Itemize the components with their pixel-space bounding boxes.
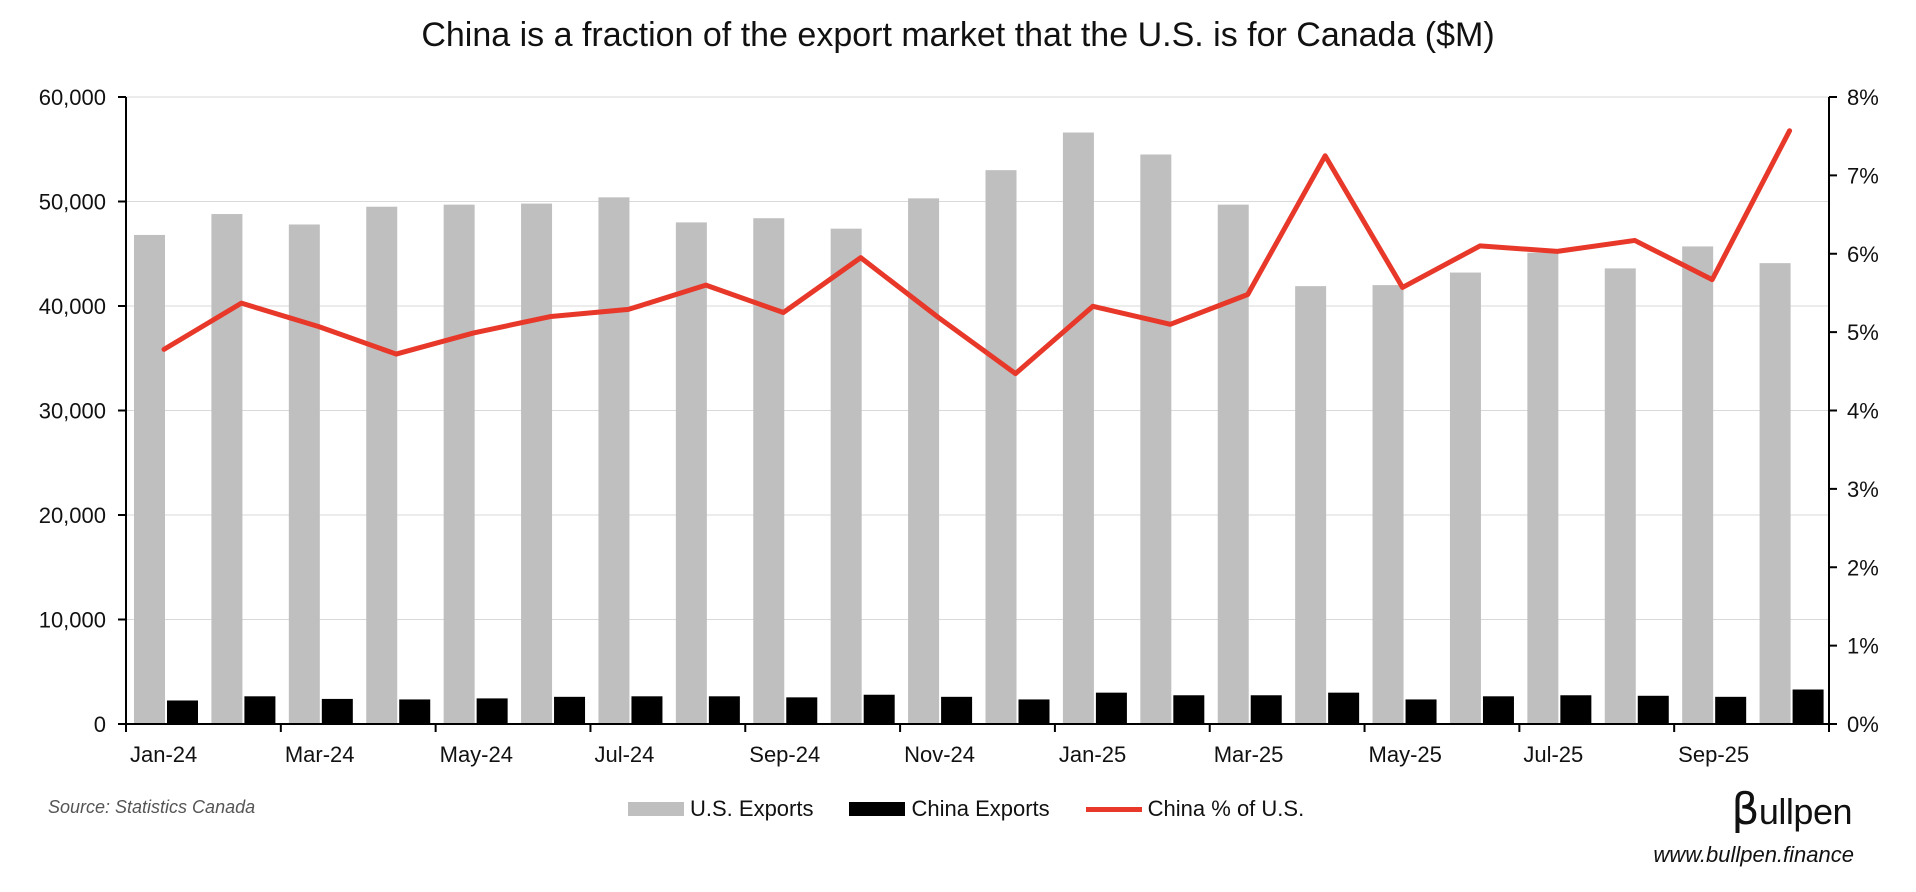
bar-us-exports xyxy=(211,214,243,725)
chart-title: China is a fraction of the export market… xyxy=(421,16,1495,54)
bar-us-exports xyxy=(1140,154,1172,725)
y-right-tick-label: 7% xyxy=(1847,163,1879,188)
brand-url: www.bullpen.finance xyxy=(1653,842,1854,867)
legend-label-us-exports: U.S. Exports xyxy=(690,796,814,821)
legend-item-china-exports: China Exports xyxy=(849,796,1050,822)
bar-china-exports xyxy=(1482,696,1514,724)
y-left-tick-label: 10,000 xyxy=(39,608,106,633)
bar-us-exports xyxy=(1449,272,1481,724)
legend-item-us-exports: U.S. Exports xyxy=(628,796,813,822)
bar-china-exports xyxy=(941,696,973,724)
legend-swatch-china-pct xyxy=(1085,806,1142,812)
axes: 0 10,000 20,000 30,000 40,000 50,000 60,000 0% 1… xyxy=(39,85,1879,767)
bar-china-exports xyxy=(244,696,276,724)
bar-us-exports xyxy=(675,222,707,724)
y-left-tick-label: 20,000 xyxy=(39,503,106,528)
bar-us-exports xyxy=(134,234,165,724)
bar-china-exports xyxy=(321,698,353,724)
legend: U.S. Exports China Exports China % of U.… xyxy=(628,796,1340,822)
y-right-tick-label: 5% xyxy=(1847,320,1879,345)
bar-us-exports xyxy=(1604,268,1636,724)
ratio-line-layer xyxy=(161,128,1793,377)
bar-china-exports xyxy=(1637,695,1669,724)
bar-china-exports xyxy=(786,697,818,724)
bar-us-exports xyxy=(985,170,1017,724)
bar-us-exports xyxy=(1759,263,1791,724)
legend-item-china-pct: China % of U.S. xyxy=(1085,796,1305,822)
bar-us-exports xyxy=(1527,252,1559,724)
y-left-tick-label: 30,000 xyxy=(39,399,106,424)
x-tick-label: Mar-25 xyxy=(1214,742,1284,767)
legend-swatch-us-exports xyxy=(628,802,684,816)
bar-us-exports xyxy=(288,224,320,725)
bar-china-exports xyxy=(1095,692,1127,724)
bar-china-exports xyxy=(476,698,508,724)
bar-china-exports xyxy=(863,694,895,724)
legend-label-china-exports: China Exports xyxy=(911,796,1050,821)
bar-us-exports xyxy=(1372,285,1404,724)
bar-china-exports xyxy=(1405,699,1437,724)
legend-swatch-china-exports xyxy=(849,802,906,816)
x-tick-label: Jul-25 xyxy=(1523,742,1583,767)
y-right-tick-label: 8% xyxy=(1847,85,1879,110)
bar-us-exports xyxy=(1062,132,1094,724)
bar-china-exports xyxy=(1250,695,1282,724)
x-tick-label: Sep-24 xyxy=(749,742,820,767)
x-tick-label: Nov-24 xyxy=(904,742,975,767)
y-right-tick-label: 1% xyxy=(1847,634,1879,659)
bars xyxy=(134,132,1824,725)
legend-label-china-pct: China % of U.S. xyxy=(1147,796,1305,821)
x-tick-label: May-25 xyxy=(1369,742,1442,767)
logo-beta-glyph: β xyxy=(1731,784,1759,835)
bar-us-exports xyxy=(1217,204,1249,724)
y-left-tick-label: 40,000 xyxy=(39,294,106,319)
gridlines xyxy=(126,96,1829,620)
y-right-tick-label: 3% xyxy=(1847,477,1879,502)
bar-us-exports xyxy=(443,204,475,724)
bar-us-exports xyxy=(753,218,785,724)
bar-china-exports xyxy=(1715,696,1747,724)
bar-china-exports xyxy=(1792,689,1824,724)
bar-china-exports xyxy=(1173,695,1205,724)
x-tick-label: Jan-24 xyxy=(130,742,197,767)
x-tick-label: May-24 xyxy=(440,742,513,767)
y-right-tick-label: 4% xyxy=(1847,399,1879,424)
bar-china-exports xyxy=(631,696,663,724)
y-left-tick-label: 60,000 xyxy=(39,85,106,110)
y-right-tick-label: 0% xyxy=(1847,712,1879,737)
bar-us-exports xyxy=(830,228,862,725)
x-tick-label: Sep-25 xyxy=(1678,742,1749,767)
y-right-tick-label: 6% xyxy=(1847,242,1879,267)
logo-wordmark: ullpen xyxy=(1758,791,1853,832)
bar-us-exports xyxy=(598,197,630,724)
bar-china-exports xyxy=(554,696,586,724)
y-left-tick-label: 0 xyxy=(94,712,106,737)
bullpen-logo: βullpen xyxy=(1731,784,1852,835)
bar-us-exports xyxy=(366,206,398,725)
x-tick-label: Jul-24 xyxy=(594,742,654,767)
line-china-pct-of-us xyxy=(161,128,1793,377)
bar-us-exports xyxy=(521,203,553,725)
bar-china-exports xyxy=(399,699,431,724)
bar-china-exports xyxy=(1018,699,1050,724)
x-tick-label: Jan-25 xyxy=(1059,742,1126,767)
x-tick-label: Mar-24 xyxy=(285,742,355,767)
bar-us-exports xyxy=(1295,286,1327,724)
bar-china-exports xyxy=(167,700,198,724)
source-note: Source: Statistics Canada xyxy=(48,797,256,817)
bar-china-exports xyxy=(1560,695,1592,724)
y-left-tick-label: 50,000 xyxy=(39,190,106,215)
bar-us-exports xyxy=(908,198,940,725)
bar-china-exports xyxy=(708,696,740,724)
bar-us-exports xyxy=(1682,246,1714,724)
bar-china-exports xyxy=(1328,692,1360,724)
y-right-tick-label: 2% xyxy=(1847,555,1879,580)
